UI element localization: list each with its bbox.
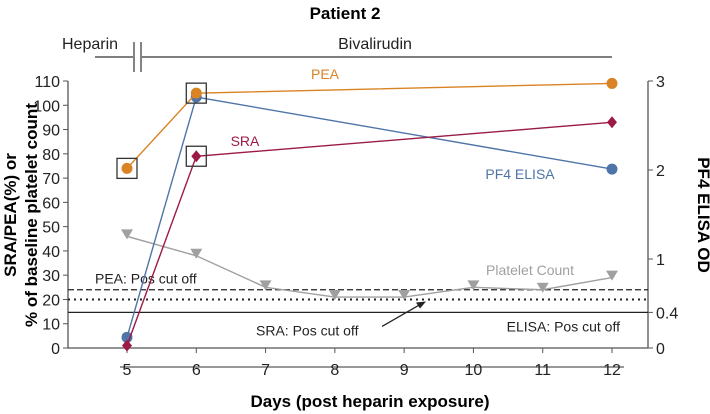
platelet-count-point	[467, 280, 480, 291]
y-right-tick-label: 1	[656, 252, 665, 269]
x-axis-label: Days (post heparin exposure)	[250, 392, 489, 411]
x-tick-label: 5	[123, 362, 132, 379]
x-tick-label: 6	[192, 362, 201, 379]
pea-point	[190, 87, 202, 99]
y-left-tick-label: 10	[42, 317, 60, 334]
y-left-tick-label: 70	[42, 171, 60, 188]
highlight-box	[116, 157, 138, 180]
y-left-tick-label: 100	[33, 98, 60, 115]
pf4-elisa-label: PF4 ELISA	[485, 166, 555, 182]
platelet-count-point	[259, 280, 272, 291]
x-tick-label: 10	[465, 362, 483, 379]
y-left-tick-label: 20	[42, 292, 60, 309]
platelet-count-point	[190, 248, 203, 259]
treatment-timeline: Heparin Bivalirudin	[62, 36, 612, 72]
y-right-tick-label: 0.4	[656, 305, 678, 322]
y-right-tick-label: 0	[656, 341, 665, 358]
platelet-count-point	[536, 282, 549, 293]
x-tick-label: 12	[603, 362, 621, 379]
y-right-tick-label: 2	[656, 163, 665, 180]
platelet-count-point	[398, 290, 411, 301]
heparin-label: Heparin	[62, 36, 118, 53]
y-left-tick-label: 80	[42, 147, 60, 164]
sra-label: SRA	[231, 133, 260, 149]
reference-label: ELISA: Pos cut off	[507, 318, 620, 334]
reference-label: SRA: Pos cut off	[256, 322, 359, 338]
platelet-count-label: Platelet Count	[486, 262, 574, 278]
highlight-box	[185, 82, 207, 104]
pea-point	[606, 77, 618, 89]
bivalirudin-label: Bivalirudin	[338, 36, 412, 53]
y-left-tick-label: 0	[51, 341, 60, 358]
y-left-tick-label: 60	[42, 195, 60, 212]
pf4-elisa-point	[606, 163, 618, 175]
y-left-label-line2: % of baseline platelet count	[22, 103, 41, 327]
reference-arrowhead	[416, 301, 426, 309]
platelet-count-point	[606, 270, 618, 281]
y-right-tick-label: 3	[656, 74, 665, 91]
platelet-count-point	[121, 229, 133, 240]
x-tick-label: 9	[400, 362, 409, 379]
highlight-box	[185, 145, 207, 167]
y-left-tick-label: 90	[42, 123, 60, 140]
sra-point	[191, 150, 202, 163]
pf4-elisa-line	[126, 96, 613, 338]
x-tick-label: 11	[534, 362, 551, 379]
x-tick-label: 8	[330, 362, 339, 379]
sra-point	[122, 339, 132, 352]
y-left-tick-label: 40	[42, 244, 60, 261]
platelet-count-line	[126, 235, 613, 298]
y-left-label-line1: SRA/PEA(%) or	[1, 153, 20, 277]
chart-title: Patient 2	[310, 4, 381, 23]
reference-label: PEA: Pos cut off	[95, 271, 197, 287]
x-tick-label: 7	[261, 362, 270, 379]
y-left-tick-label: 50	[42, 220, 60, 237]
y-left-tick-label: 110	[34, 74, 60, 91]
platelet-count-point	[328, 290, 341, 301]
y-right-label: PF4 ELISA OD	[694, 157, 710, 273]
pea-point	[121, 162, 133, 174]
pea-label: PEA	[311, 66, 340, 82]
reference-arrow	[381, 302, 423, 327]
sra-point	[607, 116, 617, 129]
y-left-tick-label: 30	[42, 268, 60, 285]
